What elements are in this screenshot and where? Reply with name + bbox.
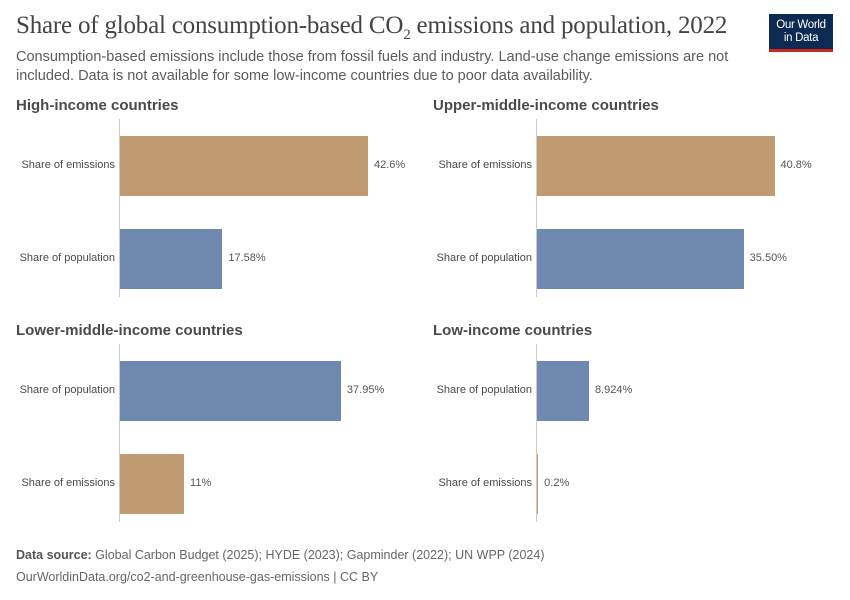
bar-emissions[interactable] [537,454,539,514]
owid-logo[interactable]: Our World in Data [769,14,833,52]
axis-line [536,344,537,522]
category-label: Share of emissions [21,159,115,171]
bar-population[interactable] [537,229,744,289]
value-label: 37.95% [346,384,385,396]
value-label: 42.6% [374,159,406,171]
panel-title: Low-income countries [433,322,593,339]
value-label: 11% [190,477,212,489]
value-label: 35.50% [749,252,787,264]
bar-population[interactable] [120,361,341,421]
category-label: Share of emissions [438,477,532,489]
category-label: Share of population [19,252,115,264]
value-label: 8.924% [594,384,633,396]
bar-population[interactable] [537,361,589,421]
panel-title: High-income countries [16,97,179,114]
axis-line [119,344,120,522]
data-source: Data source: Global Carbon Budget (2025)… [16,548,545,562]
category-label: Share of population [436,252,532,264]
bar-population[interactable] [120,229,223,289]
bar-emissions[interactable] [120,136,368,196]
logo-line-1: Our World [776,19,826,31]
title-text: Share of global consumption-based CO [16,12,404,39]
source-label: Data source: [16,548,92,562]
source-url[interactable]: OurWorldinData.org/co2-and-greenhouse-ga… [16,570,379,584]
chart-subtitle: Consumption-based emissions include thos… [16,49,729,84]
value-label: 17.58% [228,252,266,264]
category-label: Share of population [19,384,115,396]
value-label: 40.8% [780,159,812,171]
panel-title: Upper-middle-income countries [433,97,659,114]
chart-title: Share of global consumption-based CO2 em… [16,12,727,44]
source-text[interactable]: Global Carbon Budget (2025); HYDE (2023)… [91,548,545,562]
axis-line [536,119,537,297]
panel-title: Lower-middle-income countries [16,322,243,339]
title-subscript: 2 [403,27,411,43]
category-label: Share of emissions [21,477,115,489]
logo-line-2: in Data [783,32,819,44]
bar-emissions[interactable] [537,136,775,196]
bar-emissions[interactable] [120,454,185,514]
title-text-rest: emissions and population, 2022 [410,12,728,39]
category-label: Share of population [436,384,532,396]
category-label: Share of emissions [438,159,532,171]
axis-line [119,119,120,297]
value-label: 0.2% [544,477,570,489]
